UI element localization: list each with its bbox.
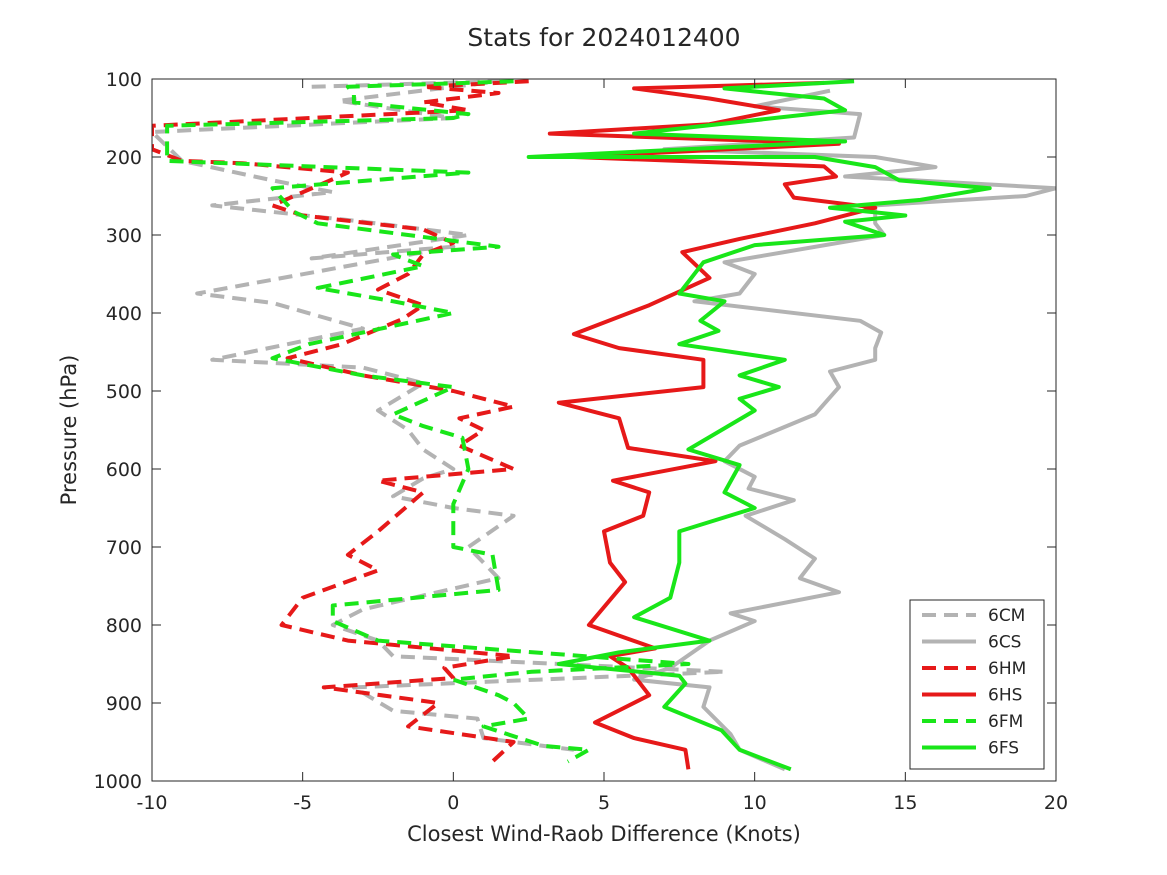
x-tick-label: -5: [293, 792, 312, 814]
y-tick-label: 200: [106, 147, 142, 169]
legend-label: 6FM: [988, 712, 1023, 732]
series-line-6fs: [526, 79, 992, 772]
legend: 6CM 6CS 6HM 6HS 6FM 6FS: [909, 599, 1045, 770]
legend-label: 6CS: [988, 633, 1021, 653]
y-axis: 100 200 300 400 500 600 700 800 900 1000: [94, 69, 1056, 793]
y-tick-label: 800: [106, 615, 142, 637]
legend-box: [909, 599, 1045, 770]
y-tick-label: 400: [106, 303, 142, 325]
x-tick-label: 15: [893, 792, 917, 814]
y-tick-label: 100: [106, 69, 142, 91]
x-axis: -10 -5 0 5 10 15 20: [136, 79, 1068, 814]
chart-title: Stats for 2024012400: [467, 23, 740, 52]
y-tick-label: 300: [106, 225, 142, 247]
x-tick-label: 10: [743, 792, 767, 814]
x-tick-label: 20: [1044, 792, 1068, 814]
y-axis-label: Pressure (hPa): [57, 355, 81, 506]
x-tick-label: -10: [136, 792, 167, 814]
legend-label: 6CM: [988, 606, 1025, 626]
series-line-6cm: [152, 79, 727, 758]
y-tick-label: 1000: [94, 771, 142, 793]
y-tick-label: 900: [106, 693, 142, 715]
x-tick-label: 5: [598, 792, 610, 814]
legend-label: 6HS: [988, 686, 1022, 706]
y-tick-label: 700: [106, 537, 142, 559]
series-layer: [152, 79, 1056, 772]
legend-label: 6HM: [988, 659, 1026, 679]
x-axis-label: Closest Wind-Raob Difference (Knots): [407, 822, 801, 846]
y-tick-label: 600: [106, 459, 142, 481]
legend-label: 6FS: [988, 739, 1019, 759]
y-tick-label: 500: [106, 381, 142, 403]
series-line-6cs: [632, 88, 1056, 772]
x-tick-label: 0: [447, 792, 459, 814]
